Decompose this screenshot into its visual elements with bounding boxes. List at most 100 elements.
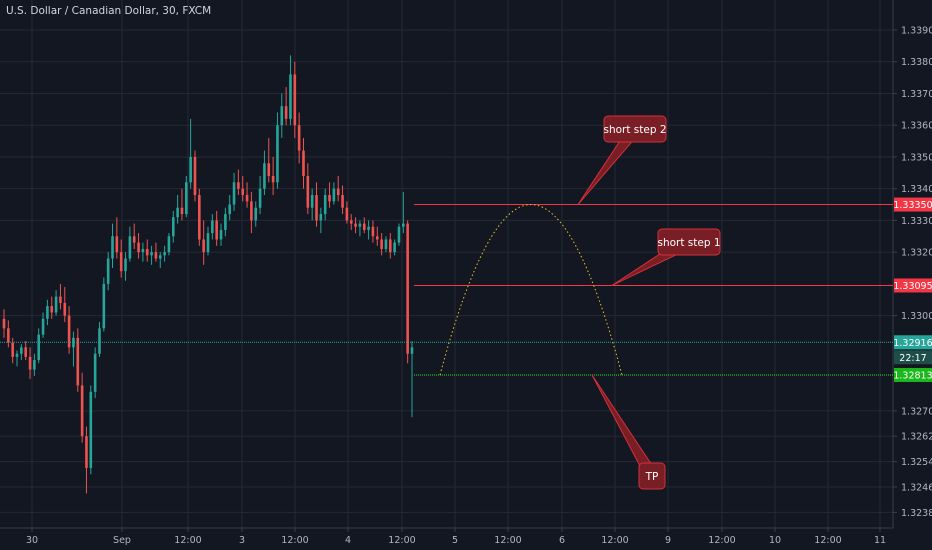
candle-body: [280, 106, 284, 126]
candle-body: [189, 156, 192, 183]
candle-body: [37, 334, 41, 361]
price-badge-label: 1.33350: [893, 200, 932, 211]
candle-body: [315, 195, 318, 221]
candle-body: [102, 283, 106, 329]
projection-arc: [439, 204, 623, 376]
candle-body: [211, 220, 214, 234]
price-badge: [894, 278, 932, 293]
candle-body: [80, 385, 84, 437]
candle-body: [250, 201, 253, 221]
candle-body: [119, 252, 123, 272]
candle-body: [224, 214, 227, 230]
price-axis[interactable]: 1.33900 1.33800 1.33700 1.33600 1.33500 1.334…: [893, 26, 932, 519]
candle-body: [132, 236, 136, 243]
y-tick-label: 1.32700: [901, 406, 932, 417]
candle-body: [111, 236, 114, 259]
y-tick-label: 1.33400: [901, 184, 932, 195]
grid: [0, 0, 893, 528]
candle-body: [141, 248, 145, 253]
candle-body: [345, 207, 349, 221]
x-tick-label: 9: [665, 535, 671, 546]
candle-body: [380, 239, 383, 249]
candle-body: [323, 195, 327, 215]
candle-body: [306, 175, 310, 208]
price-badge: [894, 367, 932, 382]
candle-body: [85, 436, 88, 468]
candle-body: [128, 236, 132, 259]
candle-body: [354, 223, 357, 227]
candle-body: [76, 337, 80, 386]
candle-body: [349, 220, 353, 224]
candle-body: [232, 182, 236, 205]
candle-body: [293, 74, 297, 126]
x-tick-label: Sep: [113, 535, 131, 546]
x-tick-label: 11: [874, 535, 886, 546]
candle-body: [241, 188, 245, 196]
callout-box[interactable]: [657, 228, 721, 256]
candle-body: [11, 342, 14, 357]
candle-body: [198, 195, 201, 240]
candle-body: [310, 195, 314, 208]
candle-body: [50, 306, 54, 313]
x-tick-label: 12:00: [708, 535, 735, 546]
x-tick-label: 30: [26, 535, 38, 546]
candle-body: [219, 229, 223, 240]
candle-body: [332, 188, 336, 202]
x-tick-label: 3: [239, 535, 245, 546]
callout-box[interactable]: [638, 462, 666, 490]
candle-body: [319, 214, 323, 221]
candle-body: [150, 252, 153, 256]
candle-body: [388, 239, 392, 253]
candle-body: [72, 337, 75, 348]
candle-body: [63, 302, 67, 316]
candle-body: [297, 125, 301, 151]
price-badge: [894, 335, 932, 350]
candle-body: [180, 207, 184, 215]
candle-body: [33, 360, 36, 370]
y-tick-label: 1.33200: [901, 248, 932, 259]
countdown-badge: [894, 350, 932, 365]
levels: [0, 204, 893, 376]
callout-label: short step 2: [603, 124, 666, 136]
candle-body: [397, 226, 401, 243]
chart-title: U.S. Dollar / Canadian Dollar, 30, FXCM: [6, 5, 211, 17]
callout-box[interactable]: [603, 115, 667, 143]
candle-body: [336, 188, 340, 196]
candle-body: [24, 347, 28, 357]
candle-body: [271, 175, 275, 183]
time-axis[interactable]: 30 Sep 12:00 3 12:00 4 12:00 5 12:00 6 12:00 9 12:00…: [26, 528, 886, 546]
candle-body: [20, 347, 23, 354]
candle-body: [284, 106, 288, 119]
candle-body: [341, 195, 344, 208]
candle-body: [28, 356, 32, 370]
callout-label: TP: [645, 471, 659, 483]
candle-body: [371, 226, 375, 237]
candle-body: [154, 252, 158, 259]
candle-body: [302, 150, 305, 176]
candle-body: [106, 258, 110, 284]
candle-body: [237, 182, 240, 189]
candle-body: [89, 391, 93, 468]
candle-body: [402, 223, 405, 227]
candle-body: [263, 163, 266, 189]
candle-body: [54, 296, 58, 313]
price-badge-label: 1.32916: [893, 338, 932, 349]
y-tick-label: 1.33300: [901, 216, 932, 227]
callout-label: short step 1: [657, 237, 720, 249]
candle-body: [367, 226, 370, 230]
candle-body: [215, 220, 218, 240]
candle-body: [67, 315, 71, 348]
candle-body: [145, 248, 149, 256]
countdown-label: 22:17: [899, 353, 926, 364]
candle-body: [98, 328, 101, 354]
candle-body: [406, 223, 409, 354]
x-tick-label: 12:00: [601, 535, 628, 546]
candle-body: [163, 252, 166, 256]
candle-body: [393, 242, 396, 253]
candle-body: [171, 217, 175, 237]
candle-body: [115, 236, 119, 253]
y-tick-label: 1.33900: [901, 26, 932, 37]
y-tick-label: 1.32620: [901, 432, 932, 443]
x-tick-label: 12:00: [494, 535, 521, 546]
